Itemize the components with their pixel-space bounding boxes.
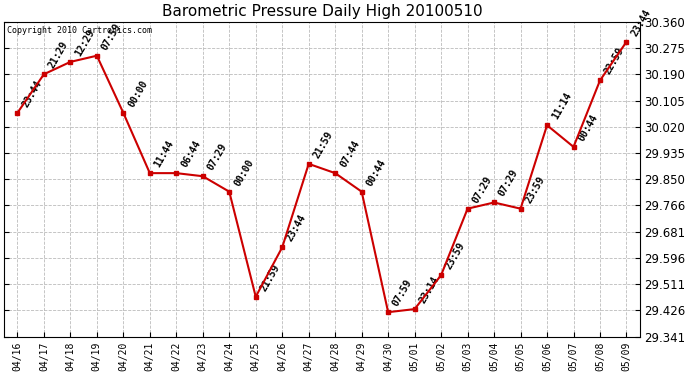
Text: 11:14: 11:14 bbox=[550, 91, 573, 121]
Text: 00:44: 00:44 bbox=[576, 112, 600, 143]
Text: 06:44: 06:44 bbox=[179, 138, 202, 169]
Text: 23:14: 23:14 bbox=[417, 274, 441, 305]
Text: 07:29: 07:29 bbox=[497, 168, 520, 198]
Text: 12:29: 12:29 bbox=[73, 27, 97, 58]
Text: 00:44: 00:44 bbox=[364, 157, 388, 188]
Text: 23:44: 23:44 bbox=[285, 213, 308, 243]
Text: 21:59: 21:59 bbox=[259, 262, 282, 292]
Text: 00:00: 00:00 bbox=[232, 157, 255, 188]
Text: 23:44: 23:44 bbox=[20, 78, 43, 109]
Text: 22:59: 22:59 bbox=[603, 46, 626, 76]
Text: 00:00: 00:00 bbox=[126, 78, 150, 109]
Text: 11:44: 11:44 bbox=[152, 138, 176, 169]
Text: 23:59: 23:59 bbox=[444, 240, 467, 271]
Text: 21:29: 21:29 bbox=[47, 40, 70, 70]
Text: 23:59: 23:59 bbox=[523, 174, 546, 204]
Text: 07:44: 07:44 bbox=[338, 138, 362, 169]
Text: 23:44: 23:44 bbox=[629, 7, 653, 38]
Text: 07:29: 07:29 bbox=[206, 142, 229, 172]
Title: Barometric Pressure Daily High 20100510: Barometric Pressure Daily High 20100510 bbox=[161, 4, 482, 19]
Text: 21:59: 21:59 bbox=[311, 129, 335, 160]
Text: 07:59: 07:59 bbox=[391, 278, 414, 308]
Text: 07:29: 07:29 bbox=[471, 174, 494, 204]
Text: Copyright 2010 Cartronics.com: Copyright 2010 Cartronics.com bbox=[8, 27, 152, 36]
Text: 07:59: 07:59 bbox=[99, 21, 123, 51]
